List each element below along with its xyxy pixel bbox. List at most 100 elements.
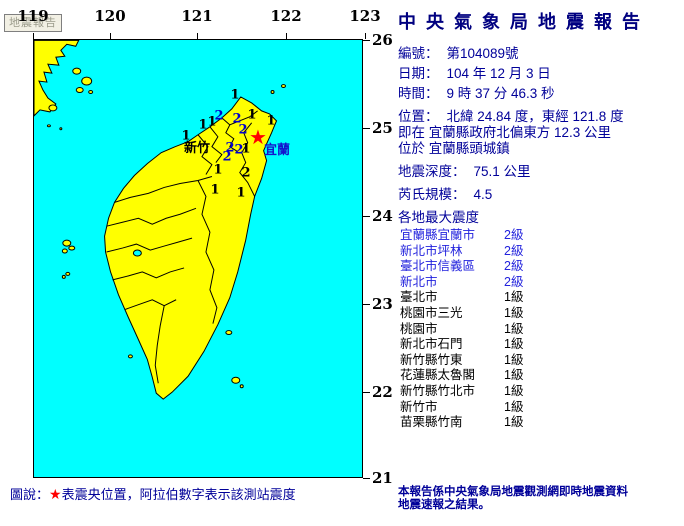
station-name: 苗栗縣竹南 [400,415,463,430]
county-boundaries [106,110,258,384]
station-intensity-list: 宜蘭縣宜蘭市 2級 新北市坪林 2級 臺北市信義區 2級 新北市 2級 臺北市 1級 桃園市三光 1級… [398,228,682,431]
intensity-marker: 2 [232,111,242,127]
station-name: 新竹縣竹東 [400,352,463,367]
china-coast-islands [46,67,94,131]
intensity-marker: 2 [214,108,224,124]
field-label: 位置： [398,109,439,124]
china-coast-landmass [34,40,80,117]
report-field-row: 芮氏規模： 4.5 [398,187,682,203]
footer-line: 地震速報之結果。 [398,499,490,511]
intensity-marker: 1 [207,114,217,130]
report-fields: 編號： 第104089號 日期： 104 年 12 月 3 日時間： 9 時 37 分 … [398,46,682,226]
station-name: 新北市 [400,274,438,289]
report-footer: 本報告係中央氣象局地震觀測網即時地震資料 地震速報之結果。 [398,486,628,512]
report-field-row: 各地最大震度 [398,210,682,226]
epicenter-star-icon: ★ [249,127,267,149]
intensity-marker: 2 [225,140,235,156]
station-intensity-level: 2級 [504,274,524,289]
latitude-tick-label: 21 [372,469,393,487]
station-row: 新竹縣竹北市 1級 [398,384,682,400]
intensity-marker: 2 [238,122,248,138]
intensity-marker: 1 [236,185,246,201]
outlying-islands [127,84,286,389]
longitude-tick [110,33,111,39]
legend-prefix: 圖說： [10,487,50,502]
longitude-tick-label: 123 [349,7,381,25]
longitude-tick [365,33,366,39]
field-label: 時間： [398,86,439,101]
intensity-marker: 1 [181,128,191,144]
station-row: 臺北市信義區 2級 [398,259,682,275]
report-field-row: 位置： 北緯 24.84 度，東經 121.8 度 [398,109,682,125]
longitude-tick [33,33,34,39]
report-title: 中央氣象局地震報告 [398,12,650,32]
map-place-label: 新竹 [184,140,211,155]
station-row: 新北市石門 1級 [398,337,682,353]
intensity-marker: 2 [241,165,251,181]
field-value: 75.1 公里 [473,164,531,179]
station-name: 臺北市信義區 [400,259,476,274]
latitude-tick-label: 25 [372,119,393,137]
latitude-tick-label: 22 [372,383,393,401]
latitude-tick [363,216,370,217]
field-value: 即在 宜蘭縣政府北偏東方 12.3 公里 [398,125,612,140]
longitude-tick [286,33,287,39]
penghu-islands [61,239,76,279]
field-label: 各地最大震度 [398,210,479,225]
station-intensity-level: 1級 [504,321,524,336]
intensity-marker: 1 [198,117,208,133]
latitude-tick [363,128,370,129]
report-field-row: 即在 宜蘭縣政府北偏東方 12.3 公里 [398,125,682,141]
longitude-tick [197,33,198,39]
map-legend: 圖說：★表震央位置，阿拉伯數字表示該測站震度 [10,484,296,503]
latitude-tick [363,392,370,393]
longitude-tick-label: 120 [94,7,126,25]
lake [132,249,142,257]
station-intensity-level: 1級 [504,337,524,352]
map-canvas [34,40,286,400]
field-value: 4.5 [473,187,493,202]
station-row: 新北市 2級 [398,275,682,291]
station-intensity-level: 2級 [504,228,524,242]
intensity-marker: 1 [247,107,257,123]
longitude-tick-label: 121 [181,7,213,25]
map-place-label: 宜蘭 [264,142,291,157]
station-intensity-level: 1級 [504,290,524,305]
station-name: 宜蘭縣宜蘭市 [400,228,476,242]
taiwan-map [33,39,363,478]
station-name: 桃園市三光 [400,305,463,320]
latitude-tick [363,40,370,41]
report-panel: 中央氣象局地震報告 編號： 第104089號 日期： 104 年 12 月 3 日時間… [398,8,682,431]
field-value: 位於 宜蘭縣頭城鎮 [398,141,510,156]
station-name: 花蓮縣太魯閣 [400,368,476,383]
field-value: 第104089號 [446,46,519,61]
field-label: 編號： [398,46,439,61]
latitude-tick-label: 23 [372,295,393,313]
taiwan-island [104,96,278,400]
field-label: 芮氏規模： [398,187,466,202]
intensity-marker: 1 [213,162,223,178]
station-name: 臺北市 [400,290,438,305]
station-intensity-level: 1級 [504,399,524,414]
station-row: 宜蘭縣宜蘭市 2級 [398,228,682,244]
station-intensity-level: 2級 [504,259,524,274]
station-name: 新竹市 [400,399,438,414]
intensity-marker: 2 [234,142,244,158]
station-intensity-level: 1級 [504,352,524,367]
legend-text: 表震央位置，阿拉伯數字表示該測站震度 [61,487,296,502]
field-label: 日期： [398,66,439,81]
latitude-tick-label: 24 [372,207,393,225]
station-row: 新竹縣竹東 1級 [398,353,682,369]
station-name: 新竹縣竹北市 [400,383,476,398]
report-field-row: 日期： 104 年 12 月 3 日 [398,66,682,82]
station-name: 桃園市 [400,321,438,336]
field-value: 104 年 12 月 3 日 [446,66,551,81]
station-row: 新竹市 1級 [398,400,682,416]
report-field-row: 地震深度： 75.1 公里 [398,164,682,180]
station-row: 桃園市三光 1級 [398,306,682,322]
station-row: 桃園市 1級 [398,322,682,338]
field-value: 9 時 37 分 46.3 秒 [446,86,555,101]
station-name: 新北市坪林 [400,243,463,258]
latitude-tick [363,304,370,305]
station-intensity-level: 2級 [504,243,524,258]
